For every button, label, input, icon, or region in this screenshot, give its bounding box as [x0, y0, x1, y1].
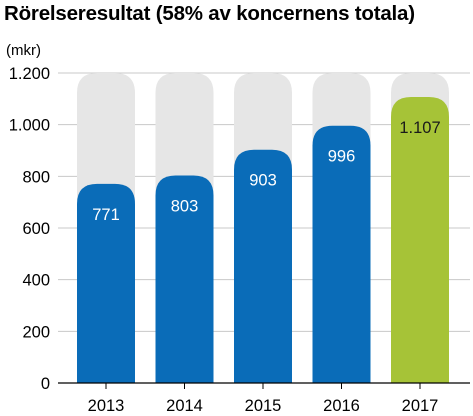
bar-2014: [155, 175, 214, 383]
data-label: 996: [328, 148, 356, 166]
y-tick-label: 0: [41, 375, 50, 393]
y-tick-label: 200: [22, 323, 50, 341]
x-tick-label: 2013: [88, 397, 125, 415]
data-label: 903: [249, 172, 277, 190]
bar-2017: [391, 97, 449, 384]
data-label: 771: [92, 206, 120, 224]
y-tick-label: 600: [22, 220, 50, 238]
y-tick-label: 1.200: [9, 65, 50, 83]
y-axis-unit-label: (mkr): [6, 42, 41, 59]
x-tick-label: 2017: [402, 397, 439, 415]
y-tick-label: 800: [22, 168, 50, 186]
chart-title: Rörelseresultat (58% av koncernens total…: [4, 2, 415, 25]
data-label: 1.107: [399, 119, 440, 137]
bar-2013: [77, 183, 135, 383]
x-tick-label: 2016: [323, 397, 360, 415]
y-tick-label: 1.000: [9, 117, 50, 135]
data-label: 803: [171, 198, 199, 216]
bar-2016: [312, 125, 371, 383]
x-tick-label: 2015: [245, 397, 282, 415]
bar-2015: [234, 149, 292, 383]
x-tick-label: 2014: [166, 397, 203, 415]
y-tick-label: 400: [22, 272, 50, 290]
